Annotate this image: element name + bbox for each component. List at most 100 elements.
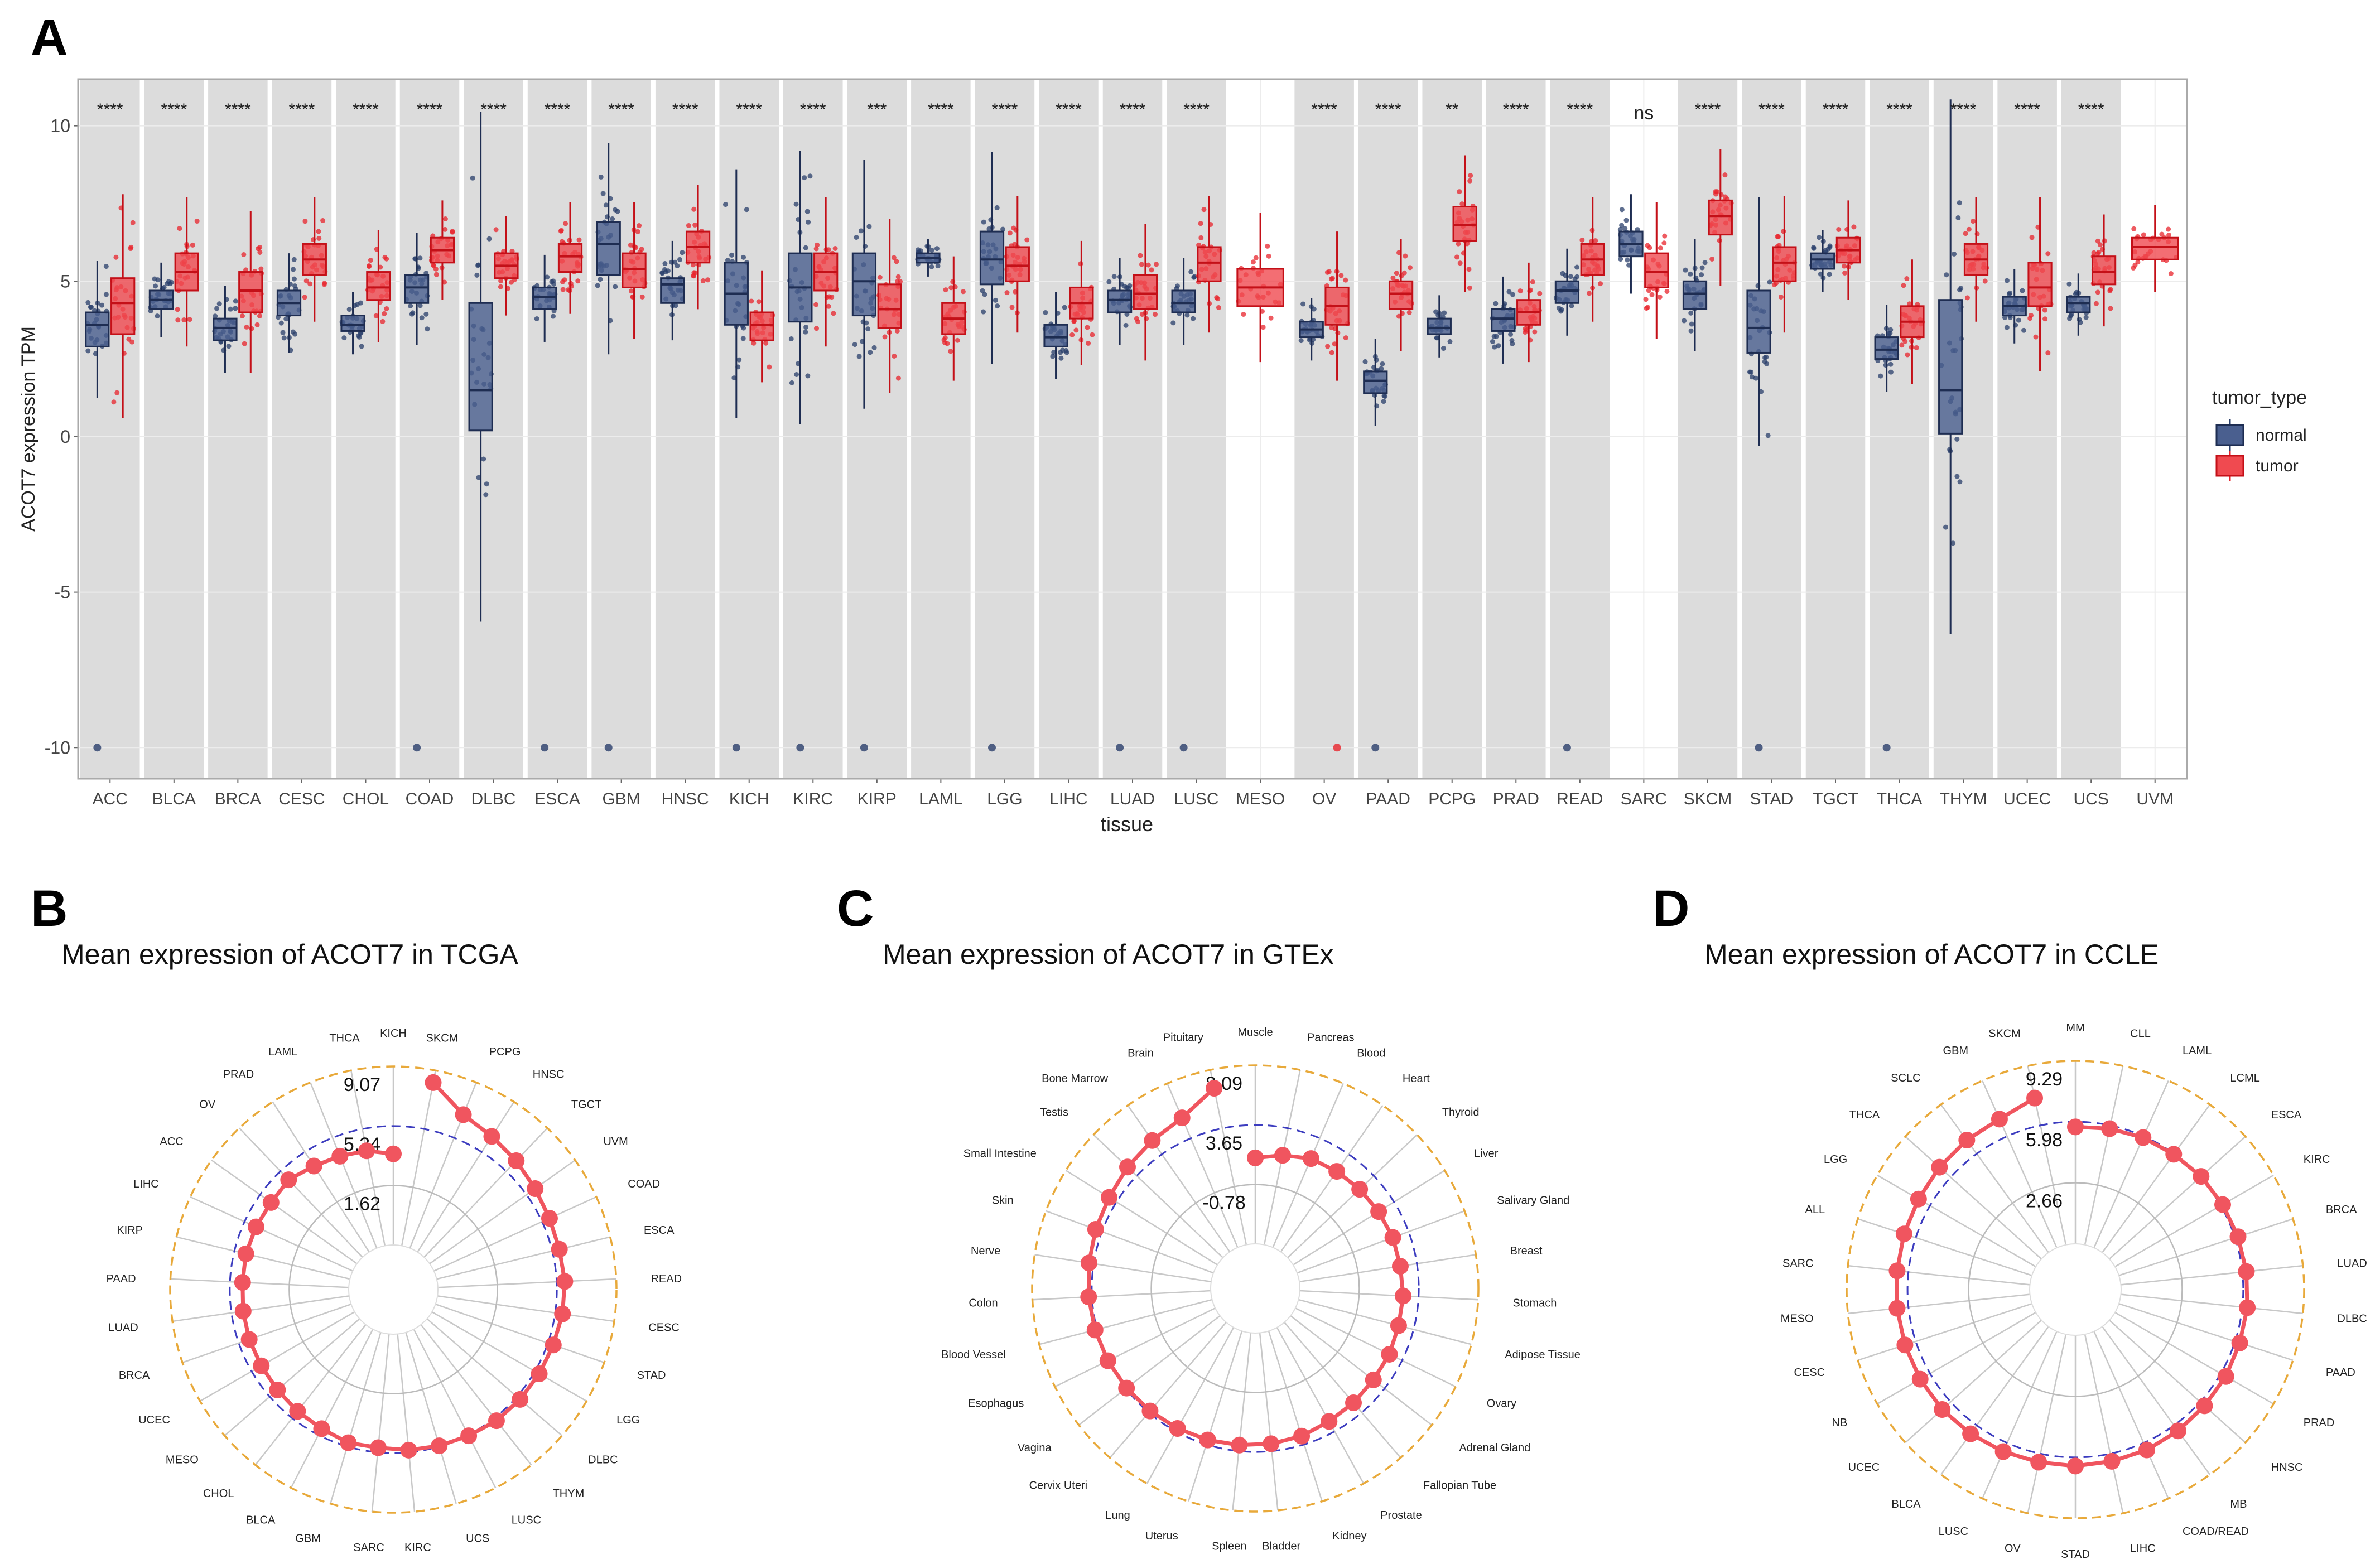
facet-band-READ — [1550, 79, 1610, 779]
point-normal-ESCA — [545, 274, 550, 280]
radar-point-SARC — [369, 1439, 387, 1456]
x-tick-label-CESC: CESC — [278, 790, 325, 808]
category-label-Prostate: Prostate — [1380, 1509, 1422, 1522]
category-label-Cervix Uteri: Cervix Uteri — [1029, 1480, 1087, 1492]
radar-point-PRAD — [2217, 1368, 2234, 1385]
point-tumor-PRAD — [1532, 329, 1538, 335]
radar-point-KIRC — [2214, 1196, 2232, 1213]
panel-b: B Mean expression of ACOT7 in TCGA 9.075… — [31, 880, 682, 1554]
point-tumor-LUAD — [1152, 312, 1158, 317]
ring-inner — [348, 1244, 439, 1335]
point-tumor-LAML — [960, 289, 966, 295]
point-tumor-MESO — [1241, 311, 1246, 317]
box-tumor-LUAD — [1133, 274, 1158, 310]
point-tumor-CESC — [302, 219, 308, 224]
point-normal-THCA — [1878, 373, 1883, 379]
radar-point-OV — [2030, 1454, 2047, 1471]
box-normal-STAD — [1746, 289, 1771, 354]
point-normal-LUSC — [1170, 320, 1176, 326]
radar-point-LUSC — [1994, 1443, 2012, 1460]
category-label-KIRP: KIRP — [117, 1224, 143, 1237]
point-tumor-UVM — [2166, 232, 2171, 238]
point-normal-THCA — [1883, 363, 1888, 368]
point-tumor-HNSC — [686, 223, 691, 229]
radar-point-ALL — [1895, 1225, 1912, 1243]
category-label-SARC: SARC — [353, 1542, 384, 1554]
panel-a-grid — [78, 79, 2187, 779]
point-tumor-KIRP — [895, 279, 900, 284]
radar-point-STAD — [2067, 1457, 2084, 1475]
radar-point-MESO — [1888, 1300, 1906, 1317]
box-normal-ACC — [85, 311, 110, 347]
facet-band-GBM — [591, 79, 651, 779]
point-tumor-LUAD — [1149, 267, 1154, 273]
category-label-Uterus: Uterus — [1145, 1530, 1178, 1542]
point-tumor-LUSC — [1215, 296, 1221, 302]
point-normal-ESCA — [550, 313, 556, 319]
facet-band-CHOL — [336, 79, 396, 779]
point-tumor-READ — [1593, 238, 1598, 244]
point-tumor-GBM — [639, 247, 644, 252]
point-tumor-PAAD — [1403, 253, 1408, 259]
category-label-PAAD: PAAD — [2326, 1367, 2355, 1379]
radar-point-SKCM — [2026, 1089, 2044, 1107]
box-tumor-ACC — [110, 277, 136, 335]
category-label-ESCA: ESCA — [644, 1224, 675, 1237]
point-tumor-THCA — [1901, 283, 1906, 288]
point-tumor-SKCM — [1717, 238, 1722, 243]
facet-band-LGG — [975, 79, 1035, 779]
point-normal-THYM — [1957, 200, 1962, 206]
point-tumor-MESO — [1265, 243, 1270, 249]
point-tumor-KIRC — [813, 302, 819, 307]
point-normal-STAD — [1755, 283, 1761, 288]
point-tumor-LGG — [1013, 289, 1018, 295]
spoke-UCEC — [1905, 1319, 2042, 1444]
spoke-Kidney — [1268, 1330, 1323, 1502]
point-tumor-CESC — [320, 218, 326, 223]
point-tumor-SARC — [1643, 297, 1649, 302]
spoke-GBM — [330, 1332, 382, 1504]
point-tumor-PCPG — [1464, 241, 1470, 247]
box-tumor-PCPG — [1452, 206, 1477, 242]
category-label-BRCA: BRCA — [119, 1369, 150, 1382]
box-normal-LGG — [979, 230, 1005, 286]
point-tumor-LUSC — [1198, 221, 1203, 226]
point-normal-LIHC — [1051, 350, 1057, 355]
point-tumor-BLCA — [177, 226, 182, 231]
point-normal-LGG — [981, 219, 986, 225]
outlier-normal-KICH — [732, 744, 740, 752]
point-tumor-THYM — [1963, 231, 1968, 236]
box-normal-LIHC — [1043, 324, 1068, 347]
point-normal-KIRP — [856, 354, 862, 359]
point-tumor-READ — [1579, 237, 1585, 243]
point-normal-KICH — [729, 252, 735, 258]
point-tumor-PAAD — [1394, 271, 1399, 276]
point-normal-KIRC — [802, 175, 807, 181]
significance-ESCA: **** — [545, 100, 571, 119]
category-label-LUAD: LUAD — [108, 1322, 138, 1334]
point-tumor-KIRP — [877, 274, 883, 280]
radar-point-UCEC — [1934, 1401, 1951, 1418]
spoke-LUSC — [413, 1329, 497, 1489]
point-tumor-LGG — [1004, 290, 1010, 296]
point-normal-SARC — [1622, 226, 1628, 231]
point-tumor-BRCA — [254, 322, 260, 327]
point-tumor-GBM — [635, 229, 640, 234]
point-tumor-KICH — [749, 298, 754, 304]
spoke-LCML — [2102, 1104, 2211, 1253]
spoke-PAAD — [2118, 1303, 2294, 1361]
significance-LIHC: **** — [1056, 100, 1082, 119]
point-normal-TGCT — [1811, 245, 1817, 251]
category-label-Thyroid: Thyroid — [1442, 1107, 1480, 1119]
spoke-READ — [437, 1278, 616, 1288]
spoke-BLCA — [1940, 1326, 2049, 1475]
point-normal-LGG — [980, 288, 985, 293]
point-normal-TGCT — [1827, 272, 1832, 277]
significance-STAD: **** — [1758, 100, 1785, 119]
point-normal-COAD — [417, 255, 423, 261]
radar-point-Adrenal Gland — [1365, 1371, 1382, 1388]
point-tumor-ACC — [114, 390, 120, 395]
x-tick-label-DLBC: DLBC — [471, 790, 516, 808]
point-normal-SKCM — [1702, 260, 1708, 266]
